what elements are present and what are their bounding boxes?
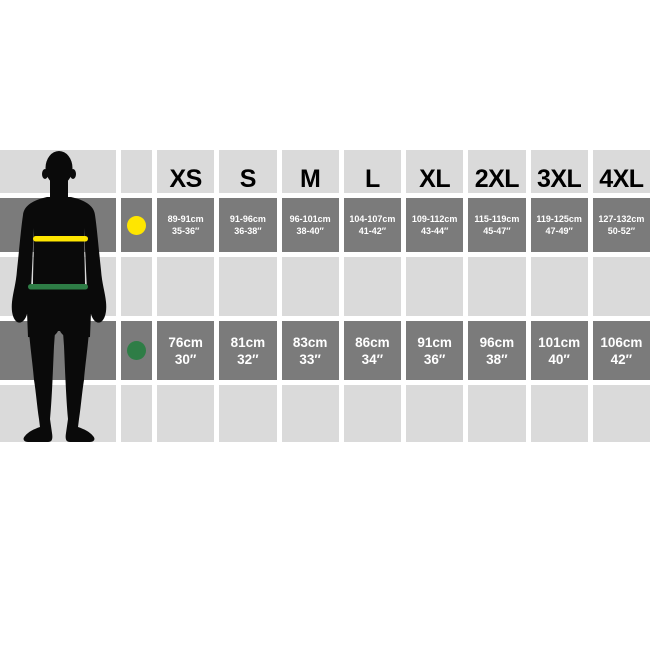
size-header-label: L xyxy=(364,165,380,193)
chest-value-l: 104-107cm 41-42″ xyxy=(343,198,401,252)
spacer-cell xyxy=(219,257,277,316)
spacer-cell xyxy=(157,385,215,442)
waist-cm-value: 83cm xyxy=(292,334,328,350)
size-header-label: 4XL xyxy=(599,165,644,193)
chest-value-3xl: 119-125cm 47-49″ xyxy=(530,198,588,252)
size-header-label: 2XL xyxy=(474,165,520,193)
waist-value-xs: 76cm 30″ xyxy=(157,321,215,380)
spacer-cell xyxy=(530,385,588,442)
size-header-2xl: 2XL xyxy=(468,150,526,193)
waist-cm-value: 106cm xyxy=(600,334,643,350)
spacer-cell xyxy=(281,385,339,442)
size-header-m: M xyxy=(281,150,339,193)
waist-cm-value: 101cm xyxy=(538,334,581,350)
spacer-cell xyxy=(592,257,650,316)
marker-header-cell xyxy=(121,150,152,193)
chest-inch-value: 47-49″ xyxy=(545,226,573,236)
chest-cm-value: 127-132cm xyxy=(598,214,645,224)
size-header-3xl: 3XL xyxy=(530,150,588,193)
chest-cm-value: 89-91cm xyxy=(167,214,204,224)
chest-value-m: 96-101cm 38-40″ xyxy=(281,198,339,252)
size-header-l: L xyxy=(343,150,401,193)
chest-inch-value: 35-36″ xyxy=(171,226,200,236)
size-header-xs: XS xyxy=(157,150,215,193)
figure-chest-cell xyxy=(0,198,116,252)
spacer-cell xyxy=(0,257,116,316)
spacer-cell xyxy=(468,385,526,442)
waist-value-3xl: 101cm 40″ xyxy=(530,321,588,380)
waist-inch-value: 42″ xyxy=(610,351,633,367)
chest-inch-value: 50-52″ xyxy=(607,226,636,236)
waist-value-m: 83cm 33″ xyxy=(281,321,339,380)
spacer-cell xyxy=(0,385,116,442)
waist-inch-value: 30″ xyxy=(174,351,197,367)
chest-inch-value: 43-44″ xyxy=(420,226,449,236)
waist-value-2xl: 96cm 38″ xyxy=(468,321,526,380)
chest-inch-value: 45-47″ xyxy=(483,226,511,236)
spacer-cell xyxy=(530,257,588,316)
chest-cm-value: 96-101cm xyxy=(289,214,331,224)
waist-inch-value: 33″ xyxy=(299,351,321,367)
spacer-cell xyxy=(406,385,464,442)
waist-inch-value: 40″ xyxy=(548,351,570,367)
spacer-cell xyxy=(343,257,401,316)
chest-value-xs: 89-91cm 35-36″ xyxy=(157,198,215,252)
chest-value-s: 91-96cm 36-38″ xyxy=(219,198,277,252)
waist-cm-value: 86cm xyxy=(355,334,390,350)
spacer-cell xyxy=(121,385,152,442)
waist-marker-dot xyxy=(127,341,146,360)
chest-cm-value: 91-96cm xyxy=(229,214,266,224)
size-header-label: 3XL xyxy=(536,165,582,193)
spacer-cell xyxy=(592,385,650,442)
waist-value-l: 86cm 34″ xyxy=(343,321,401,380)
spacer-cell xyxy=(406,257,464,316)
chest-inch-value: 41-42″ xyxy=(358,226,387,236)
size-header-label: XS xyxy=(169,165,202,193)
chest-value-xl: 109-112cm 43-44″ xyxy=(406,198,464,252)
size-header-4xl: 4XL xyxy=(592,150,650,193)
figure-header-cell xyxy=(0,150,116,193)
chest-cm-value: 109-112cm xyxy=(411,214,458,224)
waist-inch-value: 36″ xyxy=(423,351,446,367)
size-chart-grid: XS S M L XL 2XL 3XL 4XL 89-91cm 35-36″ 91-96cm 36-3… xyxy=(0,150,650,442)
chest-marker-cell xyxy=(121,198,152,252)
chest-cm-value: 104-107cm xyxy=(349,214,396,224)
spacer-cell xyxy=(157,257,215,316)
size-header-s: S xyxy=(219,150,277,193)
chest-inch-value: 36-38″ xyxy=(234,226,262,236)
chest-inch-value: 38-40″ xyxy=(296,226,324,236)
waist-cm-value: 81cm xyxy=(230,334,266,350)
waist-cm-value: 96cm xyxy=(479,334,515,350)
spacer-cell xyxy=(281,257,339,316)
waist-inch-value: 38″ xyxy=(486,351,508,367)
chest-marker-dot xyxy=(127,215,146,235)
waist-marker-cell xyxy=(121,321,152,380)
chest-cm-value: 119-125cm xyxy=(536,214,582,224)
waist-value-4xl: 106cm 42″ xyxy=(592,321,650,380)
size-header-xl: XL xyxy=(406,150,464,193)
chest-cm-value: 115-119cm xyxy=(474,214,520,224)
spacer-cell xyxy=(121,257,152,316)
waist-inch-value: 32″ xyxy=(237,351,259,367)
spacer-cell xyxy=(468,257,526,316)
waist-value-s: 81cm 32″ xyxy=(219,321,277,380)
waist-cm-value: 76cm xyxy=(168,334,203,350)
waist-value-xl: 91cm 36″ xyxy=(406,321,464,380)
chest-value-4xl: 127-132cm 50-52″ xyxy=(592,198,650,252)
size-header-label: XL xyxy=(419,165,451,193)
waist-inch-value: 34″ xyxy=(361,351,384,367)
chest-value-2xl: 115-119cm 45-47″ xyxy=(468,198,526,252)
size-header-label: M xyxy=(299,165,321,193)
spacer-cell xyxy=(343,385,401,442)
size-header-label: S xyxy=(239,165,257,193)
waist-cm-value: 91cm xyxy=(417,334,452,350)
size-chart: XS S M L XL 2XL 3XL 4XL 89-91cm 35-36″ 91-96cm 36-3… xyxy=(0,150,650,443)
figure-waist-cell xyxy=(0,321,116,380)
spacer-cell xyxy=(219,385,277,442)
